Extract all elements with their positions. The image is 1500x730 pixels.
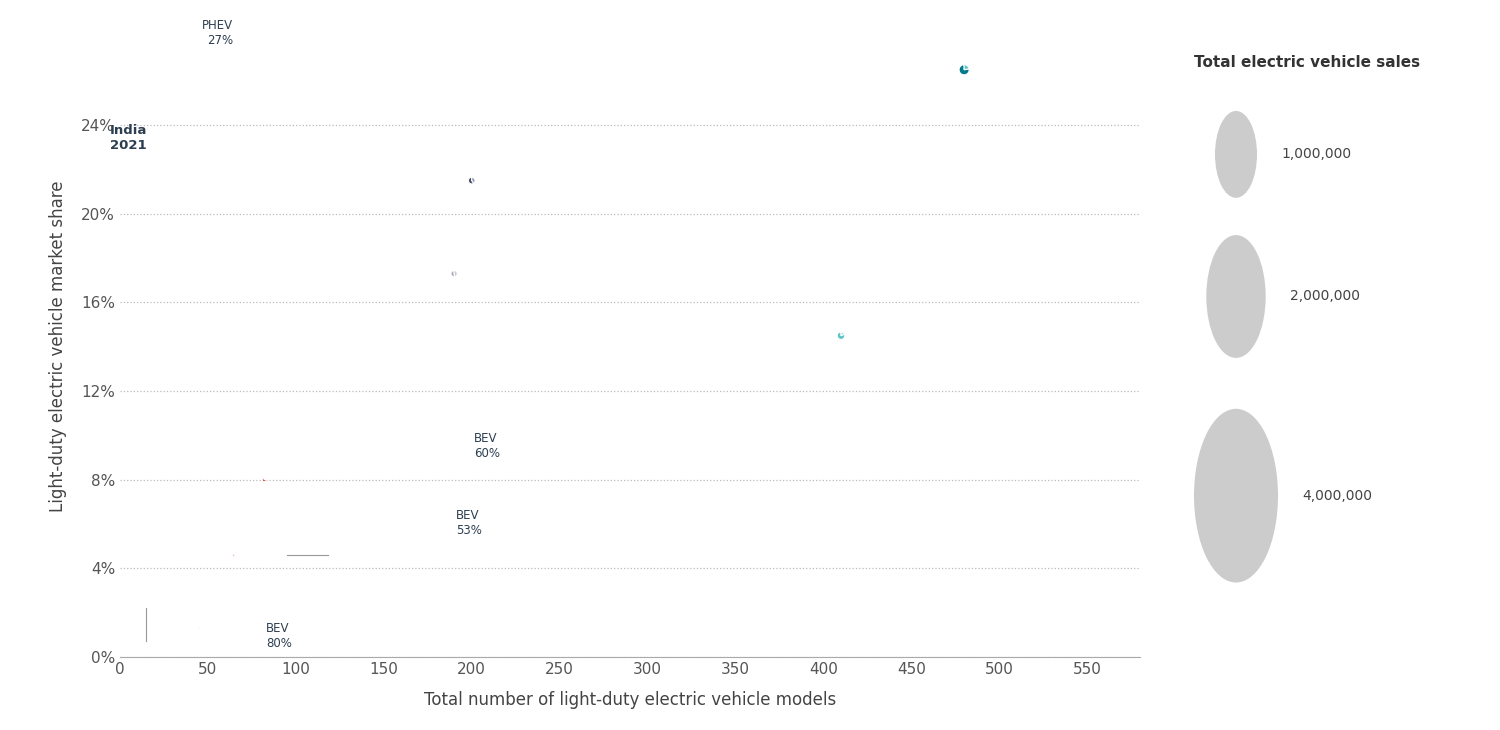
Wedge shape [964,65,969,70]
Wedge shape [198,627,200,629]
Wedge shape [262,477,266,482]
Wedge shape [842,332,844,336]
Text: BEV
60%: BEV 60% [474,431,500,460]
Text: 2,000,000: 2,000,000 [1290,290,1359,304]
Text: PHEV
27%: PHEV 27% [201,19,232,47]
Wedge shape [471,177,476,183]
Text: 4,000,000: 4,000,000 [1302,488,1372,503]
Wedge shape [837,332,844,339]
Wedge shape [454,270,458,277]
Wedge shape [468,177,474,184]
Wedge shape [452,270,454,277]
X-axis label: Total number of light-duty electric vehicle models: Total number of light-duty electric vehi… [424,691,836,709]
Text: BEV
53%: BEV 53% [456,509,482,537]
Wedge shape [264,477,266,480]
Circle shape [1206,235,1266,358]
Text: India
2021: India 2021 [110,124,147,152]
Wedge shape [958,65,969,74]
Text: Total electric vehicle sales: Total electric vehicle sales [1194,55,1420,70]
Wedge shape [234,553,236,556]
Wedge shape [232,553,236,557]
Text: 1,000,000: 1,000,000 [1281,147,1352,161]
Text: BEV
80%: BEV 80% [266,622,291,650]
Y-axis label: Light-duty electric vehicle market share: Light-duty electric vehicle market share [50,181,68,512]
Circle shape [1194,409,1278,583]
Circle shape [1215,111,1257,198]
